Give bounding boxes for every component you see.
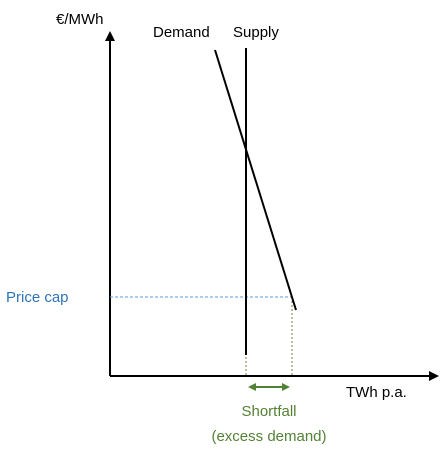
shortfall-label: Shortfall (241, 403, 296, 420)
price-cap-label: Price cap (6, 289, 69, 306)
supply-label: Supply (233, 24, 279, 41)
demand-label: Demand (153, 24, 210, 41)
demand-curve (214, 49, 297, 311)
y-axis-label: €/MWh (56, 11, 104, 28)
shortfall-note: (excess demand) (211, 428, 326, 445)
x-axis-label: TWh p.a. (346, 384, 407, 401)
